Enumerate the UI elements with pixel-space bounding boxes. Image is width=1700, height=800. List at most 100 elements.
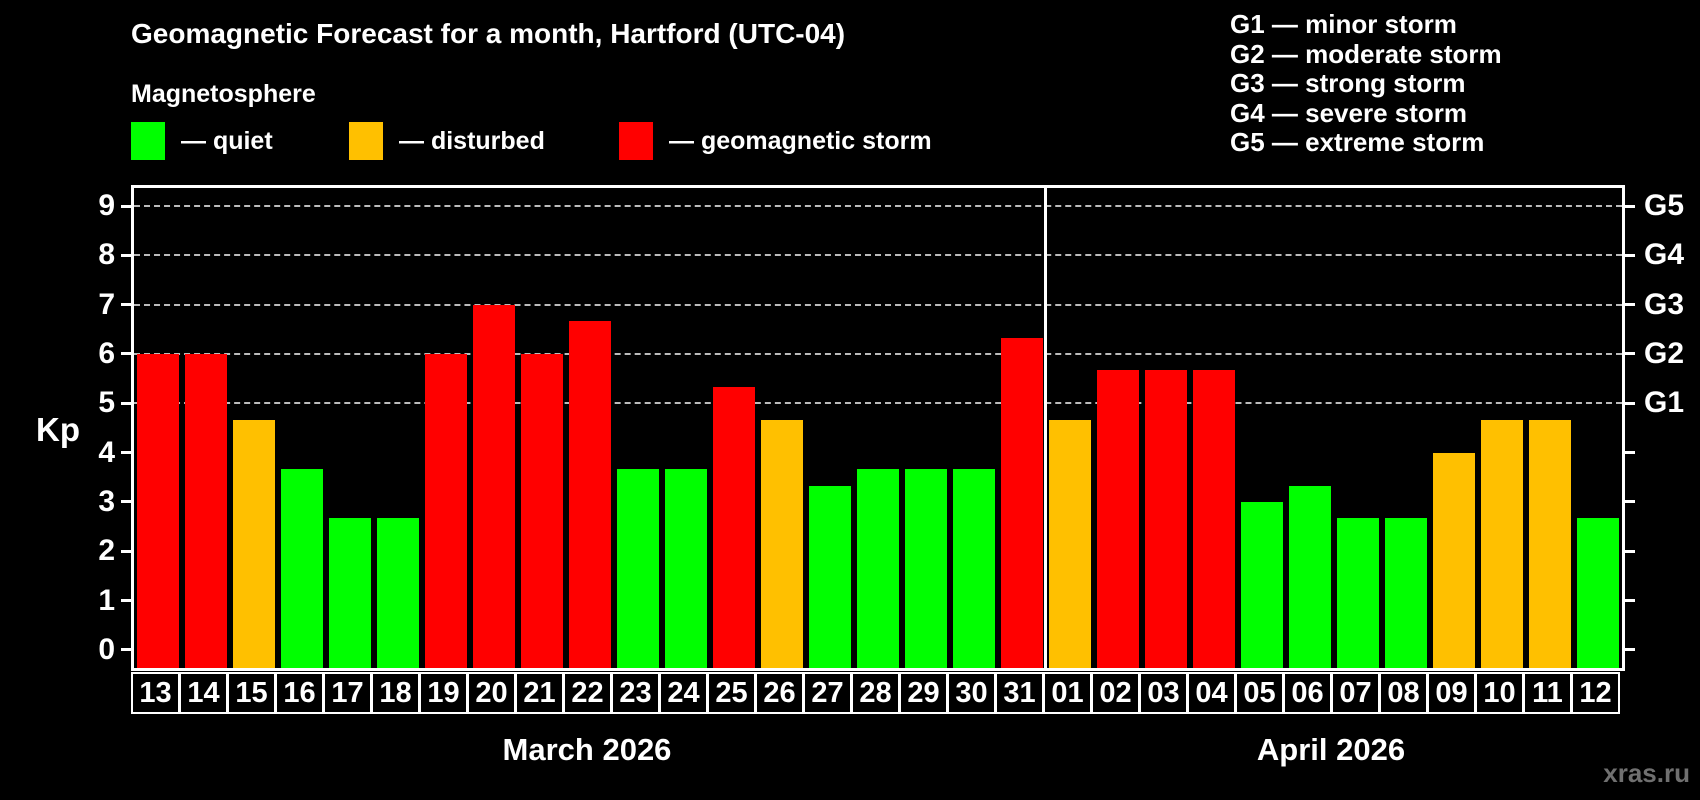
kp-bar-day-19 [425,354,467,668]
left-tick-9 [121,204,134,208]
legend-label: — quiet [181,126,273,155]
gridline-kp9 [134,205,1622,207]
left-tick-2 [121,549,134,553]
left-tick-3 [121,500,134,504]
kp-tick-label-0: 0 [98,632,115,666]
disturbed-swatch [349,122,383,160]
g-scale-label-G4: G4 [1644,238,1685,272]
left-tick-5 [121,401,134,405]
y-axis-label: Kp [36,411,80,448]
day-label-13: 13 [131,672,180,714]
legend-label: — geomagnetic storm [669,126,932,155]
gridline-kp5 [134,402,1622,405]
right-tick-1 [1622,599,1635,603]
storm-scale-legend: G1 — minor storm G2 — moderate storm G3 — … [1230,9,1502,158]
day-label-16: 16 [275,672,324,714]
day-label-19: 19 [419,672,468,714]
day-label-02: 02 [1091,672,1140,714]
storm-scale-line-4: G4 — severe storm [1230,97,1468,128]
kp-tick-label-7: 7 [98,287,115,321]
kp-bar-day-31 [1001,337,1043,668]
quiet-swatch [131,122,165,160]
left-tick-8 [121,253,134,257]
day-label-29: 29 [899,672,948,714]
kp-tick-label-3: 3 [98,484,115,518]
right-tick-4 [1622,451,1635,455]
day-label-28: 28 [851,672,900,714]
kp-bar-day-08 [1385,518,1427,668]
month-divider [1044,188,1047,668]
kp-tick-label-2: 2 [98,534,115,568]
storm-scale-line-5: G5 — extreme storm [1230,127,1485,158]
day-label-24: 24 [659,672,708,714]
day-label-14: 14 [179,672,228,714]
day-label-31: 31 [995,672,1044,714]
day-label-23: 23 [611,672,660,714]
kp-tick-label-9: 9 [98,189,115,222]
right-tick-0 [1622,648,1635,652]
day-label-05: 05 [1235,672,1284,714]
storm-scale-line-2: G2 — moderate storm [1230,38,1502,69]
day-label-10: 10 [1475,672,1524,714]
left-tick-7 [121,303,134,307]
plot-area [131,185,1625,671]
kp-bar-day-13 [137,354,179,668]
right-tick-6 [1622,352,1635,356]
left-tick-0 [121,648,134,652]
g-scale-label-G1: G1 [1644,386,1685,420]
kp-bar-day-02 [1097,370,1139,668]
kp-bar-day-07 [1337,518,1379,668]
kp-bar-day-15 [233,419,275,668]
day-label-09: 09 [1427,672,1476,714]
kp-bar-day-21 [521,354,563,668]
kp-bar-day-05 [1241,502,1283,668]
kp-bar-day-28 [857,468,899,668]
right-tick-8 [1622,253,1635,257]
kp-bar-day-16 [281,468,323,668]
right-tick-5 [1622,401,1635,405]
day-label-04: 04 [1187,672,1236,714]
day-label-20: 20 [467,672,516,714]
day-label-26: 26 [755,672,804,714]
day-label-30: 30 [947,672,996,714]
legend-label: — disturbed [399,126,545,155]
legend-item-storm: — geomagnetic storm [619,122,932,160]
month-label-1: March 2026 [502,732,672,767]
right-tick-9 [1622,204,1635,208]
day-label-11: 11 [1523,672,1572,714]
kp-bar-day-01 [1049,419,1091,668]
gridline-kp8 [134,254,1622,257]
kp-tick-label-5: 5 [98,386,115,420]
left-tick-1 [121,599,134,603]
kp-bar-day-25 [713,387,755,668]
day-label-07: 07 [1331,672,1380,714]
kp-bar-day-12 [1577,518,1619,668]
kp-bar-day-04 [1193,370,1235,668]
chart-title: Geomagnetic Forecast for a month, Hartfo… [131,18,846,49]
day-label-08: 08 [1379,672,1428,714]
kp-bar-day-23 [617,468,659,668]
month-label-2: April 2026 [1256,732,1406,767]
day-label-21: 21 [515,672,564,714]
kp-bar-day-22 [569,320,611,668]
kp-bar-day-18 [377,518,419,668]
storm-swatch [619,122,653,160]
kp-bar-day-26 [761,419,803,668]
kp-bar-day-03 [1145,370,1187,668]
watermark: xras.ru [1603,758,1690,788]
day-label-18: 18 [371,672,420,714]
g-scale-label-G5: G5 [1644,189,1685,222]
g-scale-label-G3: G3 [1644,287,1685,321]
kp-bar-day-10 [1481,419,1523,668]
kp-bar-day-11 [1529,419,1571,668]
kp-tick-label-8: 8 [98,238,115,272]
day-label-17: 17 [323,672,372,714]
right-tick-7 [1622,303,1635,307]
magnetosphere-heading: Magnetosphere [131,80,316,108]
day-label-27: 27 [803,672,852,714]
left-tick-4 [121,451,134,455]
kp-bar-day-20 [473,304,515,668]
kp-bar-day-29 [905,468,947,668]
day-label-06: 06 [1283,672,1332,714]
